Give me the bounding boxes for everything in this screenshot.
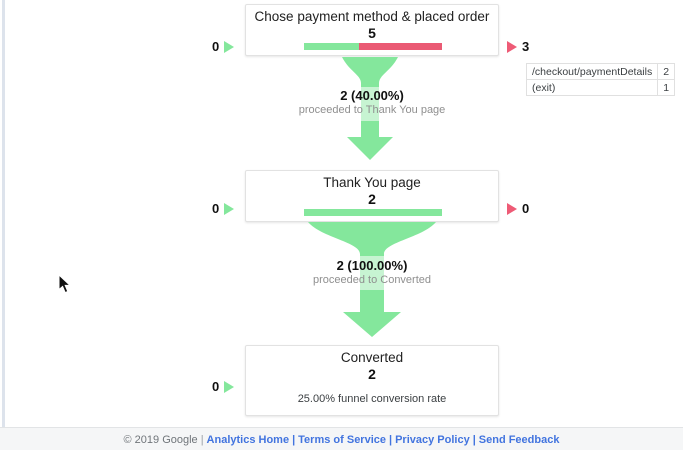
green-entrance-arrow-icon — [224, 40, 235, 53]
mouse-pointer-icon — [58, 274, 72, 294]
step-3-entrance-count: 0 — [212, 379, 220, 394]
transition-1-count: 2 (40.00%) — [340, 88, 404, 103]
green-entrance-arrow-icon — [224, 202, 235, 215]
step-2-bar-continued — [304, 209, 442, 216]
red-exit-arrow-icon — [507, 202, 517, 215]
exit-path-count: 2 — [657, 63, 676, 80]
transition-1-caption: proceeded to Thank You page — [298, 104, 446, 116]
step-1-exit-count: 3 — [522, 39, 530, 54]
step-2-entrance-count: 0 — [212, 201, 220, 216]
footer-link-terms-of-service[interactable]: Terms of Service — [298, 434, 386, 446]
step-2-progress-bar — [304, 209, 442, 216]
exit-path-label: (exit) — [525, 79, 659, 96]
page-footer: © 2019 Google | Analytics Home | Terms of Se… — [0, 427, 683, 450]
step-1-entrance-count: 0 — [212, 39, 220, 54]
exit-path-count: 1 — [657, 79, 676, 96]
footer-separator: | — [292, 434, 296, 446]
exit-path-label: /checkout/paymentDetails — [525, 63, 659, 80]
funnel-step-3-card: Converted 2 25.00% funnel conversion rat… — [245, 345, 499, 416]
step-3-entrances: 0 — [212, 379, 235, 394]
copyright-text: © 2019 Google — [123, 434, 198, 446]
footer-separator: | — [200, 434, 204, 446]
exit-path-row: /checkout/paymentDetails 2 — [525, 63, 676, 80]
green-entrance-arrow-icon — [224, 380, 235, 393]
transition-2-count: 2 (100.00%) — [336, 258, 408, 273]
left-scrollbar-track — [2, 0, 5, 427]
step-3-title: Converted — [340, 350, 404, 365]
step-2-title: Thank You page — [323, 175, 421, 190]
footer-link-privacy-policy[interactable]: Privacy Policy — [395, 434, 470, 446]
step-2-value: 2 — [368, 191, 376, 207]
footer-link-send-feedback[interactable]: Send Feedback — [478, 434, 560, 446]
step-1-exits: 3 — [507, 39, 529, 54]
step-3-value: 2 — [368, 366, 376, 382]
exit-paths-table: /checkout/paymentDetails 2 (exit) 1 — [525, 63, 676, 96]
funnel-conversion-rate: 25.00% funnel conversion rate — [297, 393, 447, 405]
step-2-exits: 0 — [507, 201, 529, 216]
step-2-entrances: 0 — [212, 201, 235, 216]
step-2-exit-count: 0 — [522, 201, 530, 216]
red-exit-arrow-icon — [507, 40, 517, 53]
step-1-progress-bar — [304, 43, 442, 50]
step-1-entrances: 0 — [212, 39, 235, 54]
footer-link-analytics-home[interactable]: Analytics Home — [206, 434, 290, 446]
step-1-value: 5 — [368, 25, 376, 41]
footer-separator: | — [389, 434, 393, 446]
exit-path-row: (exit) 1 — [525, 79, 676, 96]
transition-2-caption: proceeded to Converted — [312, 274, 432, 286]
funnel-step-2-card: Thank You page 2 — [245, 170, 499, 222]
step-1-bar-dropped — [359, 43, 442, 50]
step-1-bar-continued — [304, 43, 360, 50]
funnel-arrow-1 — [327, 57, 417, 160]
step-1-title: Chose payment method & placed order — [254, 9, 490, 24]
funnel-step-1-card: Chose payment method & placed order 5 — [245, 4, 499, 56]
funnel-arrow-2 — [298, 222, 446, 337]
footer-separator: | — [472, 434, 476, 446]
